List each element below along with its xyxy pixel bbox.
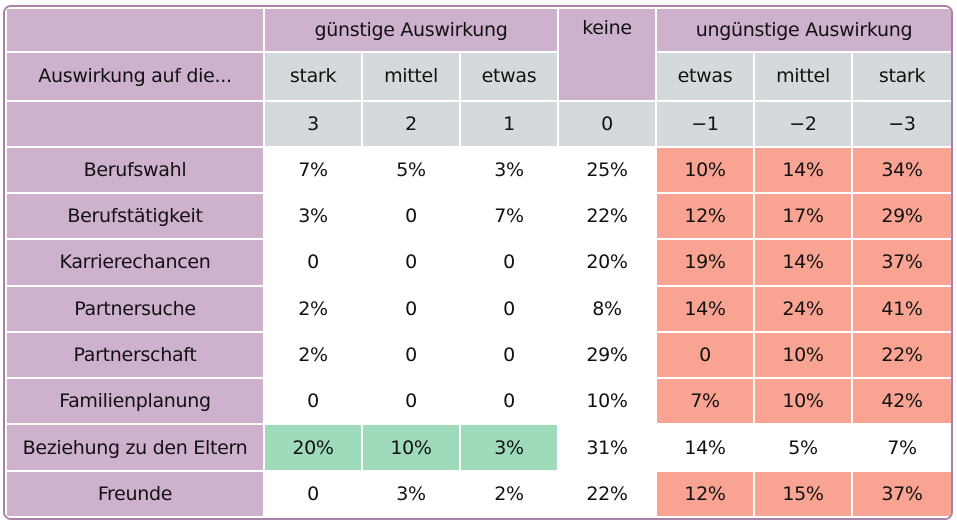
value-cell: 10% (655, 145, 755, 195)
value-cell: 0 (361, 192, 461, 241)
table-body: Berufswahl 7% 5% 3% 25% 10% 14% 34% Berufstätigk… (5, 145, 951, 518)
score-label-cell (5, 99, 265, 148)
value-cell: 0 (655, 330, 755, 380)
value-cell: 3% (361, 469, 461, 518)
value-cell: 41% (851, 284, 951, 333)
value-cell: 3% (459, 423, 559, 472)
value-cell: 14% (655, 423, 755, 472)
value-cell: 22% (557, 469, 657, 518)
value-cell: 29% (851, 192, 951, 241)
value-cell: 34% (851, 145, 951, 195)
value-cell: 31% (557, 423, 657, 472)
header-row-scores: 3 2 1 0 −1 −2 −3 (5, 99, 951, 148)
value-cell: 2% (263, 330, 363, 380)
row-label: Partnersuche (5, 284, 265, 333)
value-cell: 2% (459, 469, 559, 518)
row-label: Freunde (5, 469, 265, 518)
row-label: Berufstätigkeit (5, 192, 265, 241)
value-cell: 0 (459, 330, 559, 380)
value-cell: 0 (459, 238, 559, 287)
table-row: Beziehung zu den Eltern 20% 10% 3% 31% 14% 5% 7… (5, 423, 951, 472)
score-header: −3 (851, 99, 951, 148)
row-label: Karrierechancen (5, 238, 265, 287)
table-row: Freunde 0 3% 2% 22% 12% 15% 37% (5, 469, 951, 518)
table-row: Familienplanung 0 0 0 10% 7% 10% 42% (5, 377, 951, 426)
value-cell: 14% (655, 284, 755, 333)
value-cell: 7% (655, 377, 755, 426)
value-cell: 25% (557, 145, 657, 195)
value-cell: 37% (851, 469, 951, 518)
value-cell: 10% (753, 377, 853, 426)
score-header: −1 (655, 99, 755, 148)
score-header: 3 (263, 99, 363, 148)
value-cell: 37% (851, 238, 951, 287)
score-header: 1 (459, 99, 559, 148)
value-cell: 0 (459, 284, 559, 333)
value-cell: 20% (263, 423, 363, 472)
value-cell: 5% (753, 423, 853, 472)
value-cell: 0 (263, 238, 363, 287)
value-cell: 10% (753, 330, 853, 380)
value-cell: 7% (459, 192, 559, 241)
table-row: Berufswahl 7% 5% 3% 25% 10% 14% 34% (5, 145, 951, 195)
score-header: 2 (361, 99, 461, 148)
level-header: stark (263, 51, 363, 102)
value-cell: 15% (753, 469, 853, 518)
row-label: Beziehung zu den Eltern (5, 423, 265, 472)
value-cell: 3% (263, 192, 363, 241)
value-cell: 0 (263, 377, 363, 426)
value-cell: 22% (557, 192, 657, 241)
value-cell: 17% (753, 192, 853, 241)
value-cell: 5% (361, 145, 461, 195)
value-cell: 7% (263, 145, 363, 195)
value-cell: 20% (557, 238, 657, 287)
value-cell: 2% (263, 284, 363, 333)
value-cell: 0 (361, 238, 461, 287)
value-cell: 0 (361, 284, 461, 333)
value-cell: 24% (753, 284, 853, 333)
row-label-header: Auswirkung auf die... (5, 51, 265, 102)
group-negative-header: ungünstige Auswirkung (655, 7, 951, 54)
group-none-header: keine (557, 7, 657, 102)
value-cell: 14% (753, 145, 853, 195)
value-cell: 12% (655, 192, 755, 241)
value-cell: 29% (557, 330, 657, 380)
value-cell: 8% (557, 284, 657, 333)
value-cell: 12% (655, 469, 755, 518)
level-header: stark (851, 51, 951, 102)
level-header: mittel (753, 51, 853, 102)
header-corner-cell (5, 7, 265, 54)
value-cell: 0 (459, 377, 559, 426)
value-cell: 3% (459, 145, 559, 195)
row-label: Partnerschaft (5, 330, 265, 380)
value-cell: 10% (557, 377, 657, 426)
group-positive-header: günstige Auswirkung (263, 7, 559, 54)
value-cell: 22% (851, 330, 951, 380)
value-cell: 0 (361, 377, 461, 426)
value-cell: 19% (655, 238, 755, 287)
table-row: Partnersuche 2% 0 0 8% 14% 24% 41% (5, 284, 951, 333)
row-label: Berufswahl (5, 145, 265, 195)
table-row: Berufstätigkeit 3% 0 7% 22% 12% 17% 29% (5, 192, 951, 241)
value-cell: 14% (753, 238, 853, 287)
score-header: 0 (557, 99, 657, 148)
value-cell: 10% (361, 423, 461, 472)
header-row-levels: Auswirkung auf die... stark mittel etwas… (5, 51, 951, 102)
score-header: −2 (753, 99, 853, 148)
row-label: Familienplanung (5, 377, 265, 426)
level-header: mittel (361, 51, 461, 102)
value-cell: 7% (851, 423, 951, 472)
value-cell: 42% (851, 377, 951, 426)
table-row: Karrierechancen 0 0 0 20% 19% 14% 37% (5, 238, 951, 287)
value-cell: 0 (361, 330, 461, 380)
level-header: etwas (655, 51, 755, 102)
value-cell: 0 (263, 469, 363, 518)
header-row-groups: günstige Auswirkung keine ungünstige Aus… (5, 7, 951, 102)
table-row: Partnerschaft 2% 0 0 29% 0 10% 22% (5, 330, 951, 380)
impact-table: günstige Auswirkung keine ungünstige Aus… (5, 7, 951, 518)
level-header: etwas (459, 51, 559, 102)
impact-table-frame: günstige Auswirkung keine ungünstige Aus… (3, 5, 953, 520)
